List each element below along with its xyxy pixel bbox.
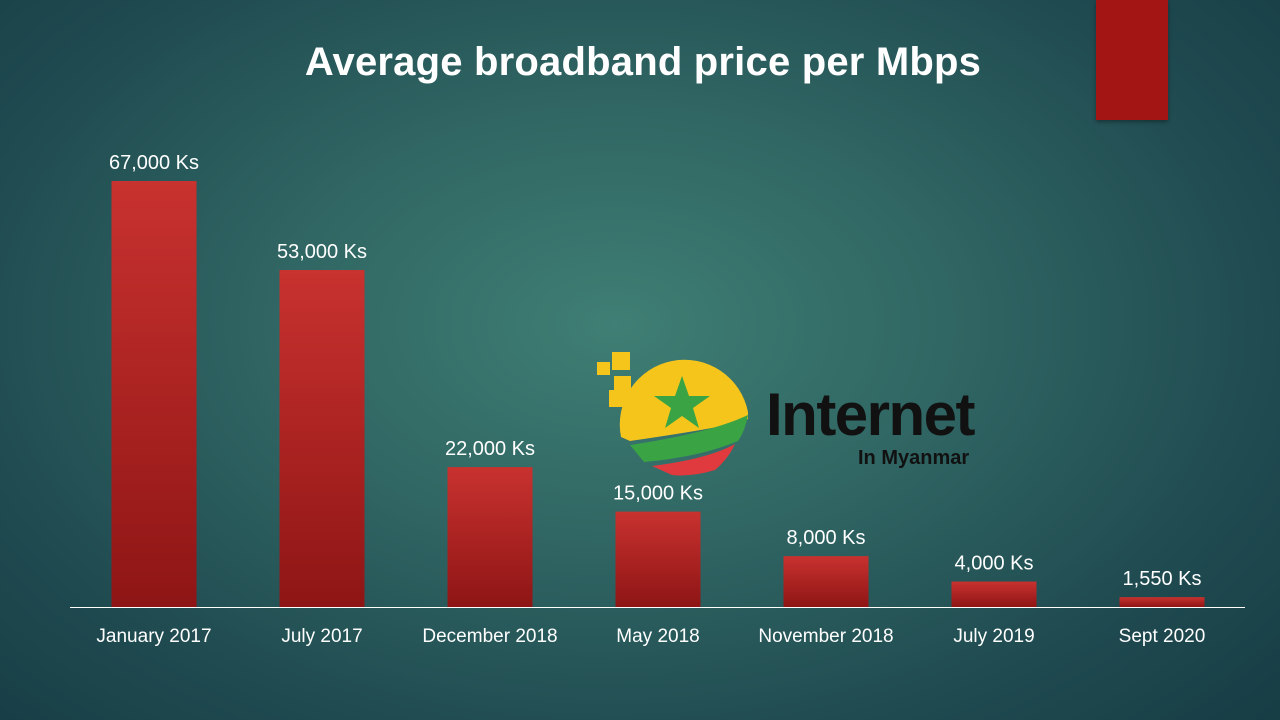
decorative-red-bar	[1096, 0, 1168, 120]
x-tick-label: July 2017	[281, 626, 362, 647]
data-label: 8,000 Ks	[787, 527, 866, 549]
logo-subtitle: In Myanmar	[858, 447, 970, 469]
bar-july-2019	[951, 581, 1037, 607]
chart-title: Average broadband price per Mbps	[304, 40, 982, 84]
logo-wordmark: Internet	[766, 381, 976, 448]
x-tick-label: December 2018	[422, 626, 557, 647]
data-label: 22,000 Ks	[445, 438, 535, 460]
data-label: 1,550 Ks	[1123, 568, 1202, 590]
data-label: 4,000 Ks	[955, 553, 1034, 575]
bar-january-2017	[111, 181, 197, 607]
bar-july-2017	[279, 270, 365, 607]
x-tick-label: November 2018	[758, 626, 893, 647]
x-tick-label: Sept 2020	[1119, 626, 1206, 647]
x-tick-label: January 2017	[96, 626, 211, 647]
bar-may-2018	[615, 511, 701, 607]
bar-november-2018	[783, 556, 869, 607]
bar-december-2018	[447, 467, 533, 607]
x-tick-label: July 2019	[953, 626, 1034, 647]
logo-emblem-icon	[597, 352, 748, 476]
data-label: 53,000 Ks	[277, 241, 367, 263]
bar-sept-2020	[1119, 597, 1205, 607]
x-tick-label: May 2018	[616, 626, 699, 647]
data-label: 67,000 Ks	[109, 152, 199, 174]
data-label: 15,000 Ks	[613, 483, 703, 505]
internet-in-myanmar-logo: Internet In Myanmar	[590, 345, 1010, 480]
